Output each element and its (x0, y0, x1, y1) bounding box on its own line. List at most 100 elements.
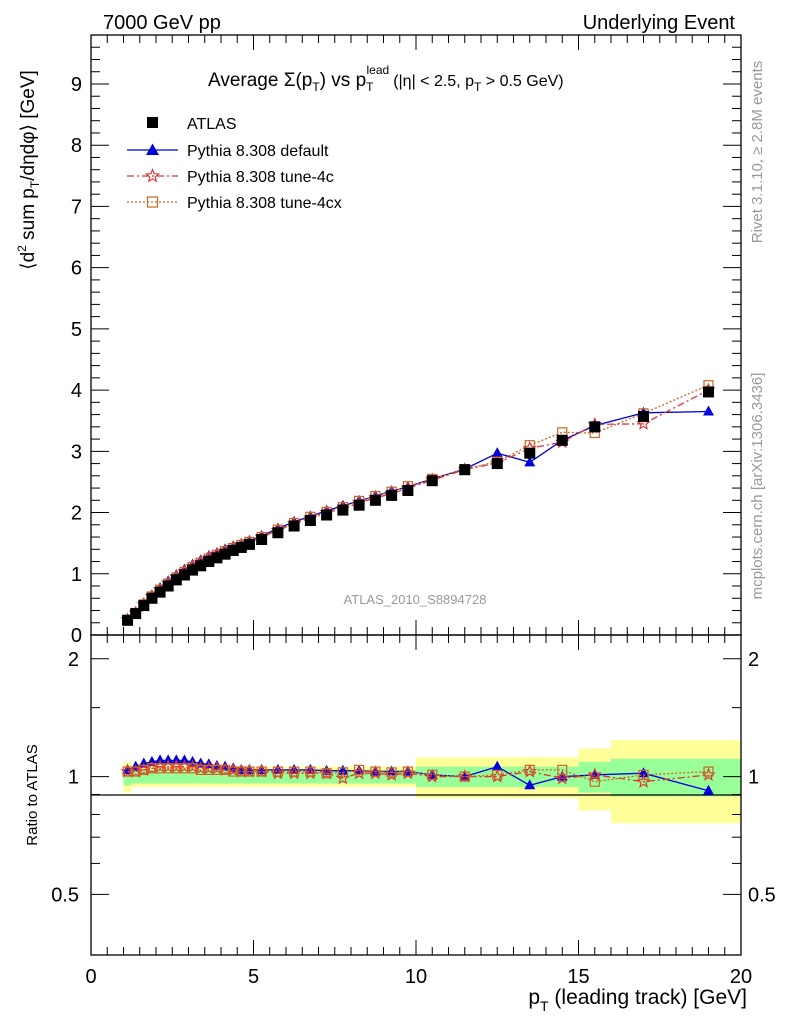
main-plot-series (120, 380, 716, 626)
legend-marker-tune4cx (146, 196, 159, 208)
x-tick-label: 10 (405, 966, 427, 988)
band-inner-4 (611, 758, 741, 797)
x-axis-label: pT (leading track) [GeV] (528, 986, 747, 1014)
main-line-default (127, 410, 709, 621)
main-point-atlas (138, 600, 150, 612)
main-point-atlas (426, 475, 438, 487)
main-point-atlas (243, 538, 255, 550)
main-point-atlas (524, 447, 536, 459)
y-tick-label-main: 8 (71, 135, 82, 157)
x-tick-label: 15 (567, 966, 589, 988)
y-axis-label-ratio: Ratio to ATLAS (24, 744, 41, 845)
y-axis-label-main: ⟨d2 sum pT/dηdφ⟩ [GeV] (15, 70, 42, 270)
y-tick-label-ratio-right: 1 (748, 767, 759, 789)
header-left: 7000 GeV pp (103, 12, 221, 34)
main-point-atlas (556, 434, 568, 446)
x-tick-label: 20 (730, 966, 752, 988)
y-tick-label-main: 2 (71, 503, 82, 525)
y-tick-label-main: 0 (71, 625, 82, 647)
ratio-point-tune4cx (195, 764, 206, 775)
main-point-atlas (321, 509, 333, 521)
ratio-point-tune4cx (219, 764, 231, 775)
rivet-label: Rivet 3.1.10, ≥ 2.8M events (749, 61, 766, 244)
main-point-atlas (146, 592, 158, 604)
ratio-plot-series (120, 754, 716, 795)
header-right: Underlying Event (583, 12, 736, 34)
legend-entry-default: Pythia 8.308 default (127, 143, 329, 160)
ratio-point-tune4cx (187, 763, 198, 774)
ratio-point-tune4cx (459, 771, 470, 782)
band-inner-0 (123, 768, 132, 786)
main-point-atlas (491, 458, 503, 470)
analysis-watermark: ATLAS_2010_S8894728 (344, 592, 487, 607)
main-point-atlas (256, 533, 268, 545)
ratio-point-tune4c (555, 770, 570, 785)
ratio-point-tune4cx (427, 769, 438, 780)
main-point-atlas (703, 386, 714, 398)
ratio-point-tune4cx (236, 766, 247, 777)
ratio-point-tune4cx (138, 764, 149, 775)
main-point-atlas (219, 548, 231, 560)
main-point-atlas (178, 569, 190, 581)
ratio-point-tune4cx (171, 763, 182, 774)
main-point-default (703, 405, 714, 416)
ratio-point-default (524, 779, 536, 790)
ratio-point-tune4cx (638, 769, 649, 780)
x-tick-label: 0 (85, 966, 96, 988)
main-point-atlas (203, 556, 215, 568)
ratio-line-default (127, 759, 709, 792)
main-point-default (524, 456, 536, 467)
ratio-point-tune4cx (354, 764, 365, 775)
legend-entry-tune4cx: Pythia 8.308 tune-4cx (127, 195, 342, 212)
main-point-atlas (162, 580, 174, 592)
ratio-point-tune4cx (305, 766, 316, 777)
ratio-point-default (491, 760, 503, 771)
ratio-point-tune4cx (589, 776, 600, 787)
ratio-point-tune4cx (370, 766, 381, 777)
main-point-atlas (386, 489, 398, 501)
y-tick-label-ratio: 0.5 (51, 884, 79, 906)
y-tick-label-main: 1 (71, 564, 82, 586)
legend-marker-default (146, 143, 159, 155)
ratio-point-tune4cx (244, 766, 255, 777)
ratio-point-tune4cx (203, 764, 214, 775)
legend-label-tune4cx: Pythia 8.308 tune-4cx (187, 195, 342, 212)
ratio-point-default (321, 764, 333, 775)
ratio-point-tune4cx (146, 763, 158, 774)
ratio-point-tune4cx (228, 766, 239, 777)
ratio-point-tune4cx (337, 767, 348, 778)
ratio-point-tune4cx (163, 763, 174, 774)
main-point-atlas (122, 614, 134, 626)
ratio-point-tune4cx (289, 766, 300, 777)
ratio-point-default (703, 784, 714, 795)
y-tick-label-main: 3 (71, 441, 82, 463)
axis-ticks (90, 34, 742, 955)
ratio-point-tune4cx (703, 766, 714, 777)
y-tick-label-main: 5 (71, 319, 82, 341)
main-point-atlas (337, 504, 349, 516)
main-point-atlas (187, 564, 199, 576)
legend-marker-atlas (147, 117, 158, 128)
main-point-atlas (211, 552, 223, 564)
legend-label-tune4c: Pythia 8.308 tune-4c (187, 169, 334, 186)
main-point-atlas (304, 515, 316, 527)
ratio-point-tune4cx (524, 764, 535, 775)
main-point-atlas (272, 527, 284, 539)
legend: ATLAS Pythia 8.308 default Pythia 8.308 … (127, 116, 342, 212)
y-tick-label-ratio: 1 (68, 767, 79, 789)
y-tick-label-main: 4 (71, 380, 82, 402)
main-point-atlas (195, 560, 207, 572)
legend-label-default: Pythia 8.308 default (187, 143, 329, 160)
ratio-point-tune4cx (492, 769, 503, 780)
ratio-point-tune4cx (402, 766, 413, 777)
ratio-point-tune4cx (179, 763, 190, 774)
main-point-atlas (638, 410, 649, 422)
ratio-point-tune4cx (272, 766, 283, 777)
main-point-atlas (227, 545, 239, 557)
ratio-point-tune4cx (130, 766, 141, 777)
ratio-point-tune4cx (154, 763, 166, 774)
main-line-tune4cx (127, 384, 709, 621)
ratio-point-tune4cx (386, 767, 397, 778)
ratio-point-tune4cx (321, 768, 332, 779)
